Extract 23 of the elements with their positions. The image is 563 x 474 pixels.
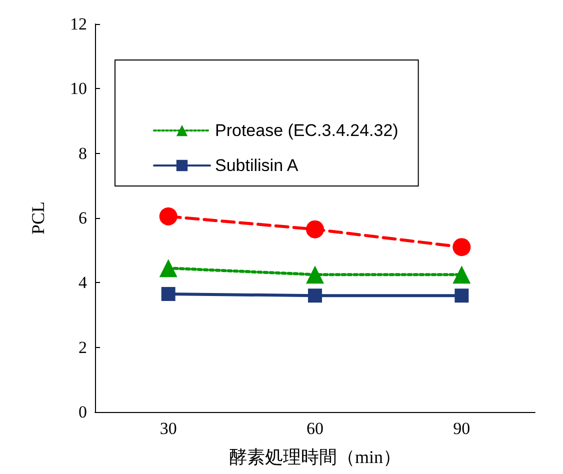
y-axis-title: PCL xyxy=(28,201,48,235)
point xyxy=(159,259,178,278)
point xyxy=(308,288,322,303)
x-axis-title: 酵素処理時間（min） xyxy=(228,447,402,467)
point xyxy=(452,238,471,256)
y-tick-label: 8 xyxy=(78,144,87,163)
x-tick-label: 90 xyxy=(453,419,470,438)
y-tick-label: 6 xyxy=(78,208,87,228)
legend-label: Subtilisin A xyxy=(215,156,299,175)
point xyxy=(161,286,176,301)
point xyxy=(454,288,469,303)
y-tick-label: 10 xyxy=(70,79,87,98)
y-tick-label: 0 xyxy=(78,402,87,422)
x-tick-label: 60 xyxy=(306,419,324,438)
y-tick-label: 4 xyxy=(78,273,88,292)
x-tick-label: 30 xyxy=(160,419,177,438)
point xyxy=(306,266,324,284)
y-tick-label: 2 xyxy=(78,338,87,357)
y-tick-label: 12 xyxy=(70,14,87,34)
point xyxy=(306,220,324,238)
legend-label: Protease (EC.3.4.24.32) xyxy=(215,121,398,140)
point xyxy=(452,266,471,284)
point xyxy=(159,207,178,226)
